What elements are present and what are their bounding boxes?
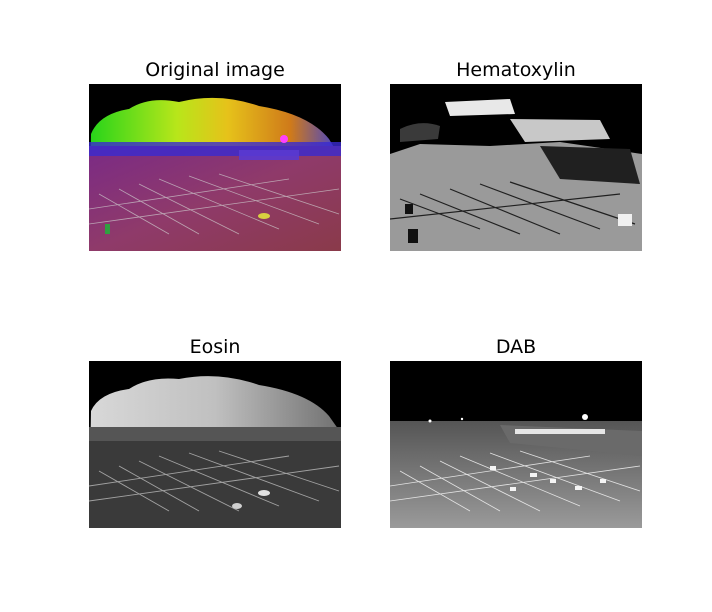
- hematoxylin-image: [390, 84, 642, 251]
- dab-image: [390, 361, 642, 528]
- panel-title-dab: DAB: [495, 336, 537, 358]
- panel-title-eosin: Eosin: [189, 336, 241, 358]
- panel-title-original: Original image: [145, 59, 285, 81]
- original-image: [89, 84, 341, 251]
- panel-title-hematoxylin: Hematoxylin: [456, 59, 576, 81]
- eosin-image: [89, 361, 341, 528]
